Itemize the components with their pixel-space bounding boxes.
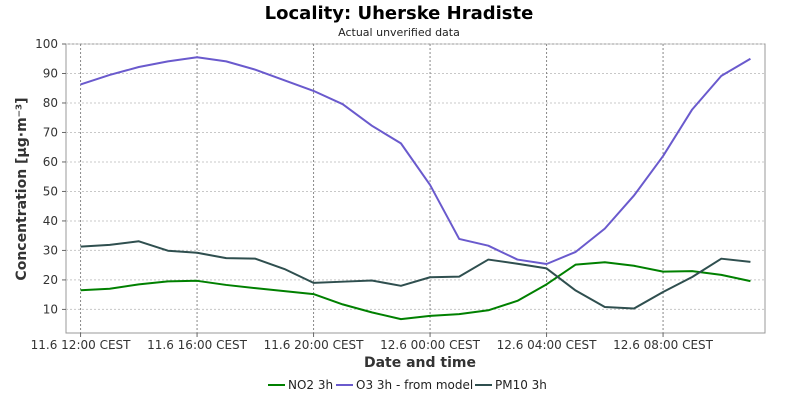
y-tick-label: 70 xyxy=(43,125,58,139)
y-tick-label: 100 xyxy=(35,37,58,51)
y-tick-label: 30 xyxy=(43,243,58,257)
legend-label-1: O3 3h - from model xyxy=(356,378,473,392)
y-tick-label: 40 xyxy=(43,214,58,228)
series-line-1 xyxy=(80,56,751,265)
series-line-2 xyxy=(80,240,751,310)
y-tick-label: 80 xyxy=(43,96,58,110)
legend-label-2: PM10 3h xyxy=(495,378,547,392)
x-tick-label: 12.6 08:00 CEST xyxy=(613,338,714,352)
legend: NO2 3h O3 3h - from model PM10 3h xyxy=(268,378,547,392)
x-tick-label: 11.6 20:00 CEST xyxy=(264,338,365,352)
y-tick-label: 20 xyxy=(43,273,58,287)
grid xyxy=(66,43,765,333)
plot-area xyxy=(65,43,766,334)
legend-label-0: NO2 3h xyxy=(288,378,333,392)
x-tick-label: 11.6 16:00 CEST xyxy=(147,338,248,352)
y-axis-label: Concentration [µg·m⁻³] xyxy=(14,97,30,280)
y-tick-label: 60 xyxy=(43,155,58,169)
chart-title: Locality: Uherske Hradiste xyxy=(265,3,534,24)
series-lines xyxy=(80,56,751,321)
x-tick-label: 12.6 00:00 CEST xyxy=(380,338,481,352)
y-tick-label: 10 xyxy=(43,302,58,316)
x-axis-label: Date and time xyxy=(364,355,476,371)
x-axis-ticks: 11.6 12:00 CEST 11.6 16:00 CEST 11.6 20:00… xyxy=(31,333,714,352)
y-tick-label: 90 xyxy=(43,66,58,80)
y-axis-ticks: 10 20 30 40 50 60 70 80 90 100 xyxy=(35,37,66,316)
y-tick-label: 50 xyxy=(43,184,58,198)
series-line-0 xyxy=(80,261,751,321)
chart-subtitle: Actual unverified data xyxy=(338,26,460,39)
x-tick-label: 12.6 04:00 CEST xyxy=(497,338,598,352)
x-tick-label: 11.6 12:00 CEST xyxy=(31,338,132,352)
